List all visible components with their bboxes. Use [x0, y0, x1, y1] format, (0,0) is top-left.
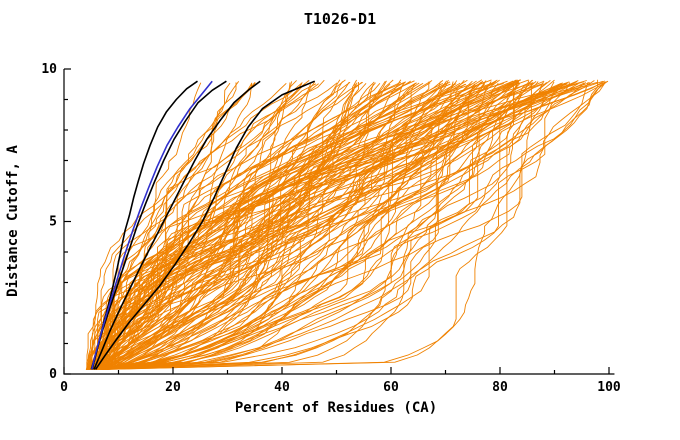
ensemble-curve [107, 80, 595, 370]
x-tick-label: 100 [597, 380, 621, 395]
ensemble-curve [88, 81, 293, 370]
ensemble-curve [93, 82, 571, 370]
ensemble-curve [106, 83, 444, 370]
axes-layer: 0 20 40 60 80 100 0 5 10 [41, 62, 621, 395]
ensemble-curve [86, 82, 456, 370]
ensemble-curve [101, 81, 454, 370]
y-tick-label: 0 [49, 367, 57, 382]
ensemble-curve [91, 81, 483, 370]
y-tick-label: 10 [41, 62, 57, 77]
ensemble-curve [86, 80, 520, 370]
ensemble-curve [99, 82, 359, 370]
ensemble-curve [91, 80, 608, 370]
y-axis-label: Distance Cutoff, A [5, 145, 21, 297]
ensemble-curve [103, 81, 589, 370]
ensemble-curve [89, 83, 476, 370]
ensemble-curve [88, 81, 363, 370]
ensemble-curve [92, 83, 465, 370]
ensemble-curve [100, 80, 545, 370]
ensemble-curve [88, 80, 448, 370]
ensemble-curve [92, 79, 498, 370]
best-model-black-2 [90, 80, 227, 370]
ensemble-curve [98, 79, 555, 370]
x-tick-label: 80 [492, 380, 508, 395]
ensemble-curve [100, 81, 537, 370]
ensemble-curve [102, 82, 591, 370]
ensemble-curve [95, 82, 563, 370]
ensemble-curve [108, 80, 297, 370]
ensemble-curve [88, 83, 306, 370]
ensemble-curve [96, 82, 417, 370]
x-tick-label: 20 [165, 380, 181, 395]
ensemble-curve [102, 79, 518, 370]
ensemble-curve [103, 83, 604, 370]
ensemble-curve [97, 82, 529, 370]
ensemble-curve [88, 80, 579, 370]
reference-model-blue [91, 80, 213, 370]
ensemble-curve [85, 82, 287, 370]
ensemble-curve [100, 80, 310, 370]
ensemble-curve [101, 79, 357, 370]
x-tick-label: 40 [274, 380, 290, 395]
ensemble-curve [92, 83, 312, 370]
x-tick-label: 60 [383, 380, 399, 395]
ensemble-curve [90, 80, 530, 370]
ensemble-curve [89, 81, 577, 370]
ensemble-curve [91, 79, 325, 370]
x-axis-label: Percent of Residues (CA) [235, 400, 437, 416]
ensemble-curve [104, 81, 586, 370]
highlight-curves-layer [90, 80, 316, 370]
ensemble-curve [92, 82, 358, 370]
ensemble-curve [87, 81, 240, 370]
y-tick-label: 5 [49, 215, 57, 230]
best-model-black-4 [94, 80, 316, 370]
chart-title: T1026-D1 [304, 10, 376, 28]
ensemble-curve [97, 82, 461, 370]
ensemble-curve [101, 83, 495, 370]
ensemble-curve [107, 79, 492, 370]
ensemble-curve [102, 82, 231, 370]
ensemble-curve [107, 81, 519, 370]
ensemble-curve [88, 81, 497, 370]
ensemble-curve [103, 81, 495, 370]
ensemble-curve [108, 82, 338, 370]
ensemble-curve [87, 81, 256, 370]
best-model-black-3 [93, 80, 261, 370]
ensemble-curves-layer [85, 79, 609, 370]
ensemble-curve [95, 83, 605, 370]
ensemble-curve [100, 83, 319, 370]
x-tick-label: 0 [60, 380, 68, 395]
ensemble-curve [101, 80, 387, 370]
ensemble-curve [103, 81, 451, 370]
ensemble-curve [94, 81, 492, 370]
ensemble-curve [90, 79, 599, 370]
